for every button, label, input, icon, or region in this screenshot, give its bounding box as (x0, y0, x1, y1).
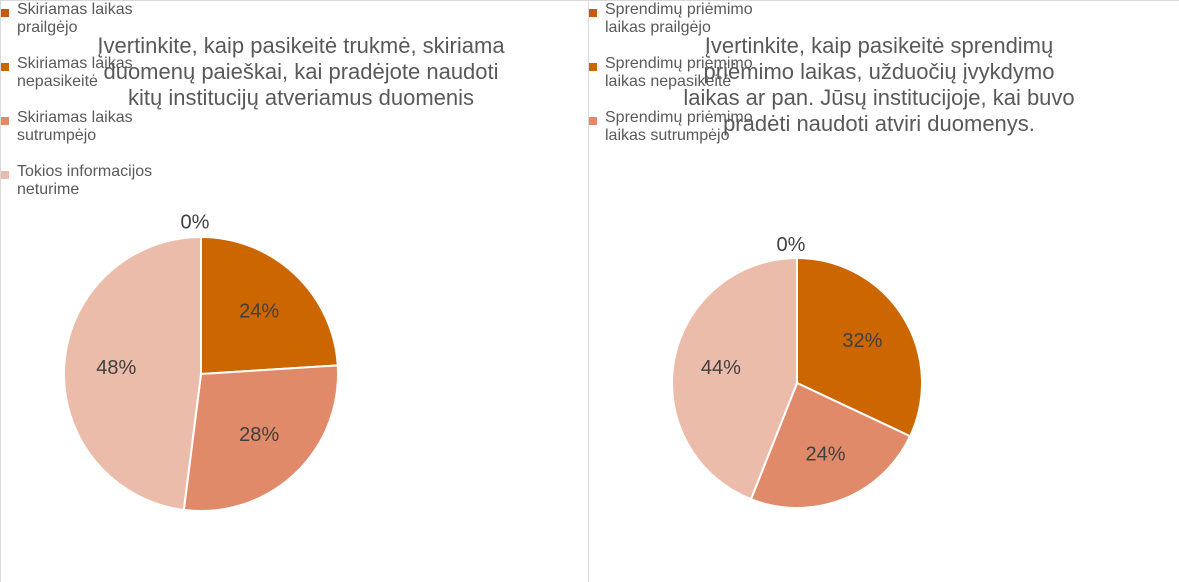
legend-label: Skiriamas laikas nepasikeitė (17, 55, 133, 90)
data-label: 48% (96, 357, 136, 379)
pie-chart: 0% 24% 28% 48% (63, 212, 339, 512)
data-label: 24% (806, 443, 846, 465)
data-label: 0% (777, 234, 806, 256)
legend: Sprendimų priėmimo laikas prailgėjo Spren… (589, 1, 769, 145)
legend-swatch (1, 9, 9, 17)
legend: Skiriamas laikas prailgėjo Skiriamas laik… (1, 1, 171, 199)
legend-label: Sprendimų priėmimo laikas prailgėjo (605, 1, 753, 36)
legend-item: Sprendimų priėmimo laikas sutrumpėjo (589, 109, 769, 145)
legend-label: Skiriamas laikas sutrumpėjo (17, 109, 133, 144)
legend-label: Sprendimų priėmimo laikas nepasikeitė (605, 55, 753, 90)
legend-swatch (1, 117, 9, 125)
pie-slice (63, 235, 202, 512)
legend-item: Skiriamas laikas prailgėjo (1, 1, 171, 37)
pie-slice (749, 381, 912, 509)
chart-panel: Įvertinkite, kaip pasikeitė trukmė, skir… (0, 0, 588, 582)
legend-item: Skiriamas laikas nepasikeitė (1, 55, 171, 91)
data-label: 28% (239, 424, 279, 446)
legend-item: Sprendimų priėmimo laikas prailgėjo (589, 1, 769, 37)
legend-item: Tokios informacijos neturime (1, 163, 171, 199)
legend-swatch (1, 171, 9, 179)
legend-swatch (589, 63, 597, 71)
legend-label: Sprendimų priėmimo laikas sutrumpėjo (605, 109, 753, 144)
data-label: 0% (181, 212, 210, 234)
legend-item: Sprendimų priėmimo laikas nepasikeitė (589, 55, 769, 91)
chart-title: Įvertinkite, kaip pasikeitė sprendimų pr… (683, 33, 1075, 136)
chart-title: Įvertinkite, kaip pasikeitė trukmė, skir… (97, 33, 505, 110)
data-label: 44% (701, 357, 741, 379)
legend-swatch (1, 63, 9, 71)
legend-swatch (589, 9, 597, 17)
data-label: 32% (842, 330, 882, 352)
chart-panel: Įvertinkite, kaip pasikeitė sprendimų pr… (588, 0, 1179, 582)
pie-chart: 0% 32% 24% 44% (671, 234, 923, 509)
pie-slice (200, 235, 339, 376)
data-label: 24% (239, 300, 279, 322)
pie-slice (796, 256, 923, 438)
pie-slice (671, 256, 798, 501)
legend-label: Tokios informacijos neturime (17, 163, 153, 198)
legend-item: Skiriamas laikas sutrumpėjo (1, 109, 171, 145)
pie-slice (182, 364, 339, 512)
legend-label: Skiriamas laikas prailgėjo (17, 1, 133, 36)
legend-swatch (589, 117, 597, 125)
